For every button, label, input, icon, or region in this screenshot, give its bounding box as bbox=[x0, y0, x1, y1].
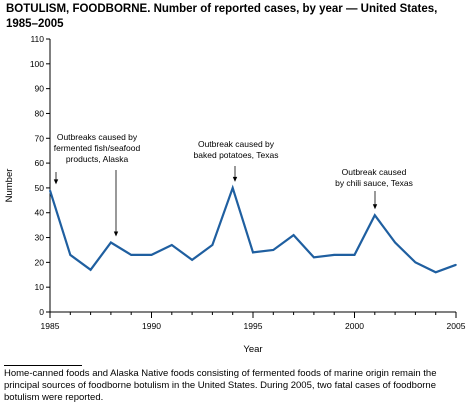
data-point bbox=[272, 249, 275, 251]
chart-title: BOTULISM, FOODBORNE. Number of reported … bbox=[6, 3, 438, 30]
data-point bbox=[414, 261, 417, 264]
annotation-text: fermented fish/seafood bbox=[54, 143, 141, 153]
y-tick-label: 70 bbox=[35, 133, 45, 143]
footnote: Home-canned foods and Alaska Native food… bbox=[4, 368, 437, 403]
x-tick-label: 1990 bbox=[142, 321, 161, 331]
data-point bbox=[130, 254, 132, 256]
y-tick-label: 80 bbox=[35, 108, 45, 118]
data-point bbox=[231, 187, 234, 189]
annotation-arrowhead bbox=[232, 176, 238, 182]
data-point bbox=[434, 271, 437, 274]
annotation-text: by chili sauce, Texas bbox=[335, 178, 413, 188]
x-tick-label: 1985 bbox=[41, 321, 60, 331]
data-point bbox=[171, 244, 173, 246]
data-point bbox=[292, 234, 295, 236]
data-point bbox=[110, 241, 112, 244]
annotation-text: products, Alaska bbox=[66, 154, 129, 164]
annotation-arrowhead bbox=[113, 231, 119, 237]
y-tick-label: 60 bbox=[35, 158, 45, 168]
data-point bbox=[374, 214, 376, 217]
data-point bbox=[353, 254, 356, 256]
y-axis: 0 10 20 30 40 50 60 70 80 90 100 110 bbox=[30, 34, 51, 317]
data-point bbox=[191, 259, 193, 261]
annotation-text: baked potatoes, Texas bbox=[194, 150, 279, 160]
annotation-arrowhead bbox=[53, 179, 59, 185]
series-line bbox=[48, 184, 457, 274]
data-point bbox=[333, 254, 336, 256]
data-point bbox=[394, 241, 396, 244]
y-axis-label: Number bbox=[4, 169, 15, 203]
y-tick-label: 40 bbox=[35, 208, 45, 218]
data-point bbox=[89, 269, 92, 271]
annotation-text: Outbreak caused by bbox=[198, 139, 275, 149]
annotation-arrowhead bbox=[372, 204, 378, 210]
x-tick-label: 1995 bbox=[244, 321, 263, 331]
series-layer bbox=[48, 184, 457, 274]
y-tick-label: 100 bbox=[30, 59, 44, 69]
data-point bbox=[49, 189, 51, 192]
y-tick-label: 20 bbox=[35, 257, 45, 267]
y-tick-label: 30 bbox=[35, 233, 45, 243]
annotation-text: Outbreak caused bbox=[342, 167, 407, 177]
x-axis-label: Year bbox=[243, 344, 262, 355]
footnote-divider bbox=[4, 365, 82, 366]
y-tick-label: 110 bbox=[30, 34, 44, 44]
x-axis: 1985 1990 1995 2000 2005 bbox=[41, 311, 466, 331]
data-point bbox=[69, 254, 72, 256]
y-tick-label: 50 bbox=[35, 183, 45, 193]
data-point bbox=[150, 254, 153, 256]
data-point bbox=[313, 256, 315, 259]
data-point bbox=[211, 244, 214, 246]
x-tick-label: 2005 bbox=[447, 321, 466, 331]
annotation-text: Outbreaks caused by bbox=[57, 132, 138, 142]
y-tick-label: 0 bbox=[39, 307, 44, 317]
y-tick-label: 90 bbox=[35, 84, 45, 94]
x-tick-label: 2000 bbox=[345, 321, 364, 331]
data-point bbox=[252, 251, 254, 254]
y-tick-label: 10 bbox=[35, 282, 45, 292]
data-point bbox=[455, 264, 457, 266]
